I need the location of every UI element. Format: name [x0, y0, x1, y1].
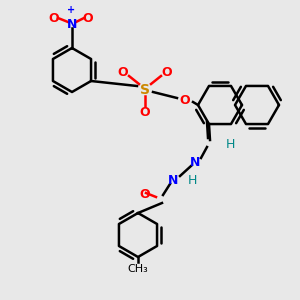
Text: N: N [168, 173, 178, 187]
Text: O: O [49, 11, 59, 25]
Text: H: H [225, 139, 235, 152]
Text: N: N [67, 17, 77, 31]
Text: O: O [140, 188, 150, 202]
Text: S: S [140, 83, 150, 97]
Text: O: O [83, 11, 93, 25]
Text: +: + [67, 5, 75, 15]
Text: CH₃: CH₃ [128, 264, 148, 274]
Text: O: O [162, 65, 172, 79]
Text: N: N [190, 155, 200, 169]
Text: O: O [118, 65, 128, 79]
Text: H: H [187, 173, 197, 187]
Text: O: O [180, 94, 190, 106]
Text: O: O [140, 106, 150, 118]
